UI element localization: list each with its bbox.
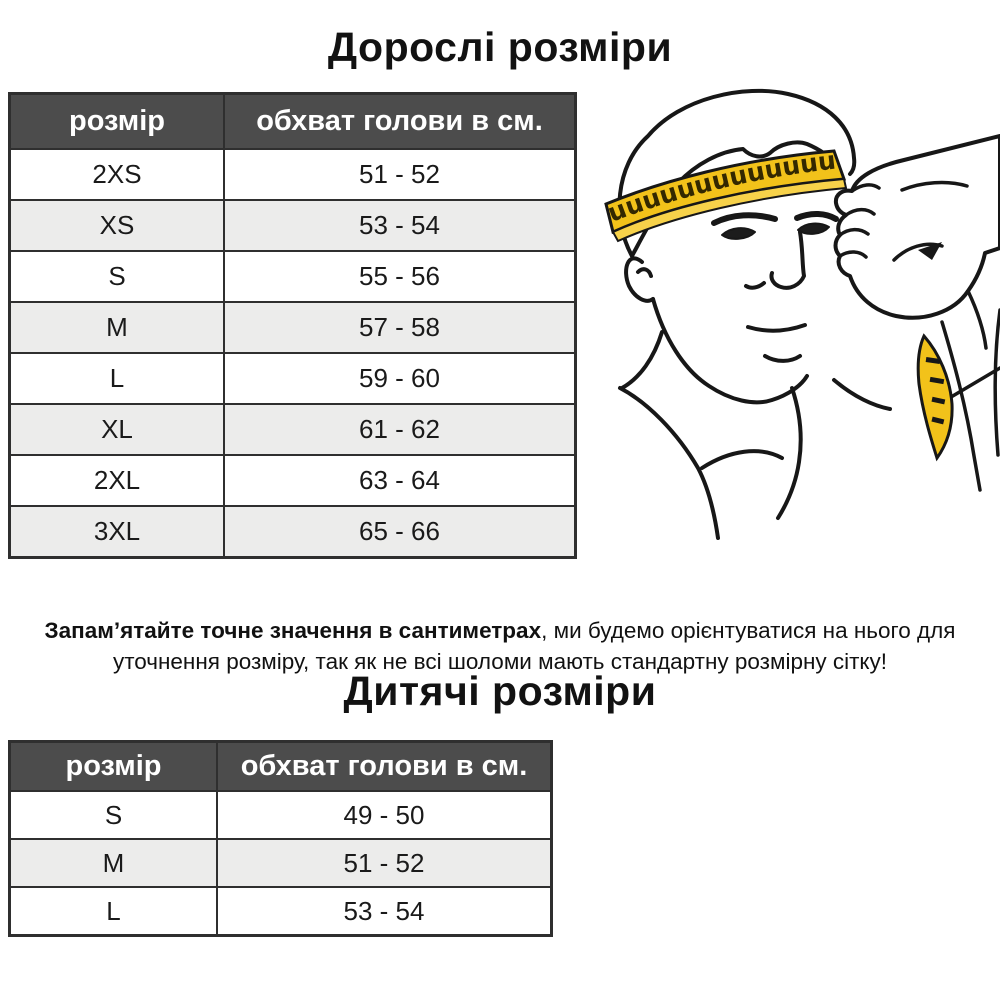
hanging-tape-end-icon	[916, 333, 954, 462]
note-regular-part: , ми будемо орієнтуватися на нього для у…	[112, 617, 956, 674]
table-row: L 59 - 60	[8, 352, 577, 405]
adult-sizes-title: Дорослі розміри	[327, 24, 673, 70]
table-row: XS 53 - 54	[8, 199, 577, 252]
circumference-cell: 63 - 64	[223, 454, 577, 507]
table-row: 2XS 51 - 52	[8, 148, 577, 201]
table-row: M 57 - 58	[8, 301, 577, 354]
size-cell: L	[8, 886, 218, 937]
table-row: L 53 - 54	[8, 886, 553, 937]
table-row: 3XL 65 - 66	[8, 505, 577, 559]
kids-size-table: розмір обхват голови в см. S 49 - 50 M 51 -…	[8, 740, 553, 937]
circumference-cell: 51 - 52	[216, 838, 553, 888]
adult-size-table: розмір обхват голови в см. 2XS 51 - 52 XS 5…	[8, 92, 577, 559]
size-cell: 3XL	[8, 505, 225, 559]
head-measuring-illustration: uuuuuuuuuuuuu	[602, 70, 1000, 567]
circumference-column-header: обхват голови в см.	[216, 740, 553, 792]
size-cell: S	[8, 250, 225, 303]
circumference-cell: 65 - 66	[223, 505, 577, 559]
hand-holding-tape	[833, 134, 1000, 492]
circumference-cell: 53 - 54	[216, 886, 553, 937]
size-column-header: розмір	[8, 740, 218, 792]
circumference-cell: 53 - 54	[223, 199, 577, 252]
size-cell: XL	[8, 403, 225, 456]
size-cell: 2XL	[8, 454, 225, 507]
kids-sizes-title: Дитячі розміри	[343, 668, 657, 714]
circumference-column-header: обхват голови в см.	[223, 92, 577, 150]
table-header-row: розмір обхват голови в см.	[8, 740, 553, 792]
shoulders-outline	[618, 330, 892, 540]
note-bold-part: Запам’ятайте точне значення в сантиметра…	[44, 617, 542, 643]
circumference-cell: 57 - 58	[223, 301, 577, 354]
size-note-text: Запам’ятайте точне значення в сантиметра…	[25, 615, 975, 677]
circumference-cell: 49 - 50	[216, 790, 553, 840]
size-column-header: розмір	[8, 92, 225, 150]
circumference-cell: 61 - 62	[223, 403, 577, 456]
size-cell: M	[8, 838, 218, 888]
head-outline	[617, 88, 857, 405]
circumference-cell: 59 - 60	[223, 352, 577, 405]
size-cell: L	[8, 352, 225, 405]
table-row: M 51 - 52	[8, 838, 553, 888]
size-cell: 2XS	[8, 148, 225, 201]
table-row: 2XL 63 - 64	[8, 454, 577, 507]
size-cell: S	[8, 790, 218, 840]
table-row: XL 61 - 62	[8, 403, 577, 456]
size-cell: M	[8, 301, 225, 354]
table-row: S 49 - 50	[8, 790, 553, 840]
size-cell: XS	[8, 199, 225, 252]
table-row: S 55 - 56	[8, 250, 577, 303]
circumference-cell: 51 - 52	[223, 148, 577, 201]
table-header-row: розмір обхват голови в см.	[8, 92, 577, 150]
circumference-cell: 55 - 56	[223, 250, 577, 303]
